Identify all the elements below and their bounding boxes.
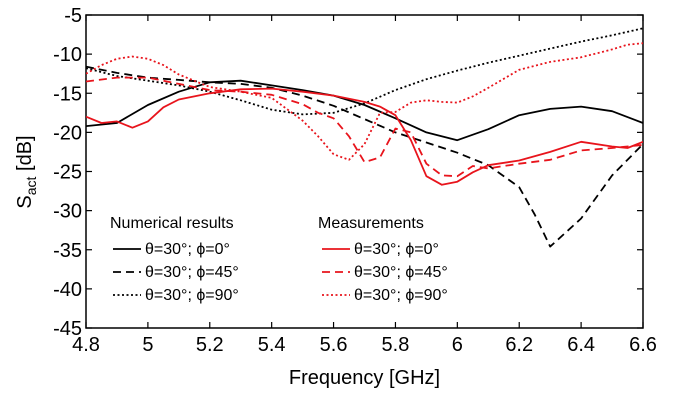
y-tick-label: -35 <box>53 240 82 262</box>
y-tick-label: -20 <box>53 122 82 144</box>
series-line-numerical-1 <box>86 79 643 142</box>
series-line-numerical-2 <box>86 65 643 248</box>
y-tick-labels: -5 -10 -15 -20 -25 -30 -35 -40 -45 <box>53 5 82 340</box>
series-line-measured-2 <box>86 76 643 178</box>
y-axis-title-sub: act <box>23 176 39 195</box>
x-tick-label: 4.8 <box>72 334 100 356</box>
x-tick-label: 5.6 <box>320 334 348 356</box>
x-tick-label: 5.8 <box>382 334 410 356</box>
plot-frame <box>85 14 644 329</box>
legend-label-measured-1: θ=30°; ϕ=0° <box>354 241 439 258</box>
x-tick-label: 5 <box>142 334 153 356</box>
y-tick-label: -30 <box>53 201 82 223</box>
axis-ticks <box>85 14 644 329</box>
y-tick-label: -45 <box>53 318 82 340</box>
x-tick-label: 6.6 <box>629 334 657 356</box>
y-tick-label: -25 <box>53 162 82 184</box>
legend-label-numerical-3: θ=30°; ϕ=90° <box>145 287 239 304</box>
x-tick-label: 6.2 <box>505 334 533 356</box>
series-line-measured-1 <box>86 87 643 186</box>
x-tick-labels: 4.8 5 5.2 5.4 5.6 5.8 6 6.2 6.4 6.6 <box>72 334 657 356</box>
legend-entries: θ=30°; ϕ=0° θ=30°; ϕ=45° θ=30°; ϕ=90° θ=30°… <box>113 241 448 304</box>
y-axis-title: Sact [dB] <box>14 135 39 208</box>
x-tick-label: 6.4 <box>567 334 595 356</box>
legend-heading-measured: Measurements <box>318 215 424 232</box>
x-tick-label: 5.4 <box>258 334 286 356</box>
x-tick-label: 6 <box>452 334 463 356</box>
legend-label-numerical-2: θ=30°; ϕ=45° <box>145 264 239 281</box>
x-tick-label: 5.2 <box>196 334 224 356</box>
y-tick-label: -10 <box>53 44 82 66</box>
y-axis-title-main: S <box>14 195 36 208</box>
y-tick-label: -5 <box>64 5 82 27</box>
y-tick-label: -40 <box>53 279 82 301</box>
series-line-measured-3 <box>86 42 643 161</box>
x-axis-title: Frequency [GHz] <box>289 367 440 389</box>
y-tick-label: -15 <box>53 83 82 105</box>
legend: Numerical results Measurements θ=30°; ϕ=… <box>110 215 448 304</box>
y-axis-title-unit: [dB] <box>14 135 36 176</box>
series-layer <box>86 27 643 248</box>
legend-label-numerical-1: θ=30°; ϕ=0° <box>145 241 230 258</box>
series-line-numerical-3 <box>86 27 643 116</box>
legend-label-measured-2: θ=30°; ϕ=45° <box>354 264 448 281</box>
legend-label-measured-3: θ=30°; ϕ=90° <box>354 287 448 304</box>
legend-heading-numerical: Numerical results <box>110 215 234 232</box>
